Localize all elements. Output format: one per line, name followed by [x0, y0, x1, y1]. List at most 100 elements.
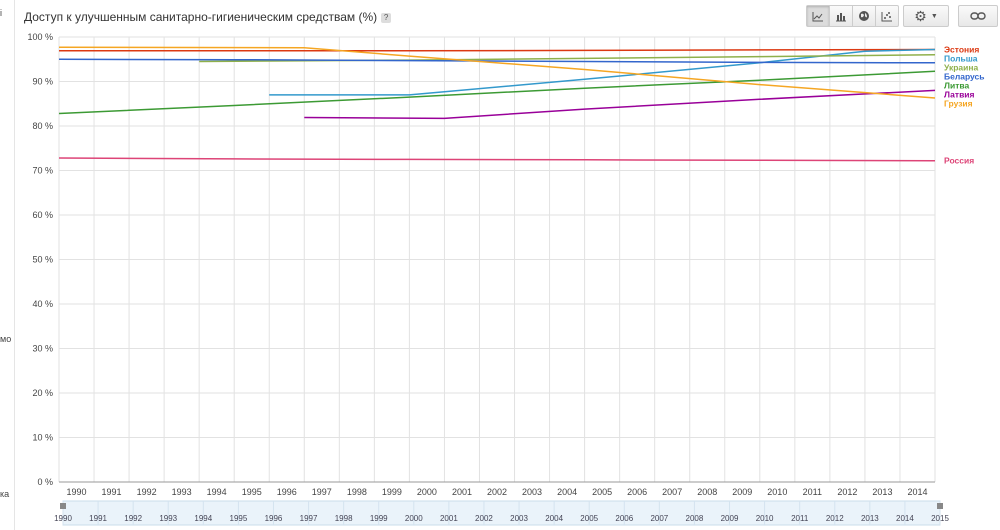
legend-label: Россия [944, 156, 974, 166]
x-tick-label: 2007 [662, 487, 682, 497]
link-icon[interactable] [959, 6, 997, 26]
timeline-tick-label: 1998 [335, 514, 353, 523]
series-line [58, 70, 936, 115]
x-tick-label: 2004 [557, 487, 577, 497]
chevron-down-icon: ▼ [930, 12, 938, 20]
y-tick-label: 0 % [37, 477, 53, 487]
y-tick-label: 10 % [32, 433, 53, 443]
series-line [59, 48, 936, 52]
timeline-tick-label: 2000 [405, 514, 423, 523]
legend-label: Украина [944, 62, 978, 72]
x-tick-label: 2014 [907, 487, 927, 497]
y-tick-label: 50 % [32, 255, 53, 265]
timeline-tick-label: 2010 [756, 514, 774, 523]
chart-title-text: Доступ к улучшенным санитарно-гигиеничес… [24, 10, 378, 24]
x-tick-label: 2002 [487, 487, 507, 497]
y-tick-label: 100 % [27, 32, 53, 42]
x-tick-label: 1996 [277, 487, 297, 497]
left-panel-fragment: мо [0, 334, 12, 344]
x-tick-label: 2013 [872, 487, 892, 497]
timeline-tick-label: 2004 [545, 514, 563, 523]
x-tick-label: 2001 [452, 487, 472, 497]
globe-icon[interactable] [853, 6, 876, 26]
left-panel-edge [0, 0, 15, 530]
timeline-tick-label: 2009 [721, 514, 739, 523]
scatter-chart-icon[interactable] [876, 6, 898, 26]
x-tick-label: 1993 [172, 487, 192, 497]
timeline-tick-label: 2013 [861, 514, 879, 523]
x-tick-label: 1992 [137, 487, 157, 497]
y-tick-label: 70 % [32, 166, 53, 176]
settings-button[interactable]: ⚙ ▼ [904, 6, 948, 26]
x-tick-label: 1998 [347, 487, 367, 497]
series-line [199, 54, 936, 63]
help-icon[interactable]: ? [381, 12, 392, 23]
legend-label: Латвия [944, 89, 975, 99]
y-tick-label: 30 % [32, 344, 53, 354]
timeline-tick-label: 1999 [370, 514, 388, 523]
x-tick-label: 2000 [417, 487, 437, 497]
legend-label: Польша [944, 53, 978, 63]
x-tick-label: 2005 [592, 487, 612, 497]
timeline-tick-label: 1994 [194, 514, 212, 523]
timeline-tick-label: 2008 [686, 514, 704, 523]
timeline-end-handle [937, 503, 943, 509]
settings-toolbar: ⚙ ▼ [903, 5, 949, 27]
x-tick-label: 1994 [207, 487, 227, 497]
chart-type-toolbar [806, 5, 899, 27]
timeline-tick-label: 1996 [265, 514, 283, 523]
chart-title: Доступ к улучшенным санитарно-гигиеничес… [24, 10, 392, 24]
y-tick-label: 80 % [32, 121, 53, 131]
timeline-tick-label: 1995 [230, 514, 248, 523]
x-tick-label: 2011 [803, 487, 822, 497]
x-tick-label: 2012 [837, 487, 857, 497]
timeline-tick-label: 2002 [475, 514, 493, 523]
x-tick-label: 1997 [312, 487, 332, 497]
timeline-track [62, 500, 941, 526]
bar-chart-icon[interactable] [830, 6, 853, 26]
left-panel-fragment: і [0, 8, 2, 18]
timeline-tick-label: 2011 [791, 514, 809, 523]
y-tick-label: 60 % [32, 210, 53, 220]
series-line [58, 58, 936, 64]
legend-label: Литва [944, 80, 969, 90]
series-line [58, 157, 936, 162]
timeline-tick-label: 2015 [931, 514, 949, 523]
timeline-tick-label: 2007 [650, 514, 668, 523]
left-panel-fragment: ка [0, 489, 10, 499]
legend-label: Эстония [944, 44, 979, 54]
timeline-tick-label: 2001 [440, 514, 458, 523]
timeline-tick-label: 2014 [896, 514, 914, 523]
series-line [269, 48, 936, 96]
link-toolbar [958, 5, 998, 27]
x-tick-label: 2008 [697, 487, 717, 497]
timeline-tick-label: 1991 [89, 514, 107, 523]
timeline-tick-label: 2006 [615, 514, 633, 523]
line-chart-icon[interactable] [807, 6, 830, 26]
x-tick-label: 1999 [382, 487, 402, 497]
timeline-tick-label: 1997 [300, 514, 318, 523]
y-tick-label: 90 % [32, 77, 53, 87]
x-tick-label: 2003 [522, 487, 542, 497]
x-tick-label: 2010 [767, 487, 787, 497]
x-tick-label: 1995 [242, 487, 262, 497]
timeline-tick-label: 2012 [826, 514, 844, 523]
timeline-tick-label: 1993 [159, 514, 177, 523]
timeline-start-handle [60, 503, 66, 509]
timeline-tick-label: 2003 [510, 514, 528, 523]
gear-icon: ⚙ [914, 7, 927, 24]
series-line [304, 89, 936, 120]
series-line [58, 46, 936, 99]
x-tick-label: 2006 [627, 487, 647, 497]
y-tick-label: 40 % [32, 299, 53, 309]
timeline-tick-label: 1990 [54, 514, 72, 523]
y-tick-label: 20 % [32, 388, 53, 398]
x-tick-label: 2009 [732, 487, 752, 497]
x-tick-label: 1991 [102, 487, 122, 497]
x-tick-label: 1990 [67, 487, 87, 497]
timeline-tick-label: 2005 [580, 514, 598, 523]
legend-label: Грузия [944, 98, 973, 108]
legend-label: Беларусь [944, 71, 985, 81]
timeline-tick-label: 1992 [124, 514, 142, 523]
